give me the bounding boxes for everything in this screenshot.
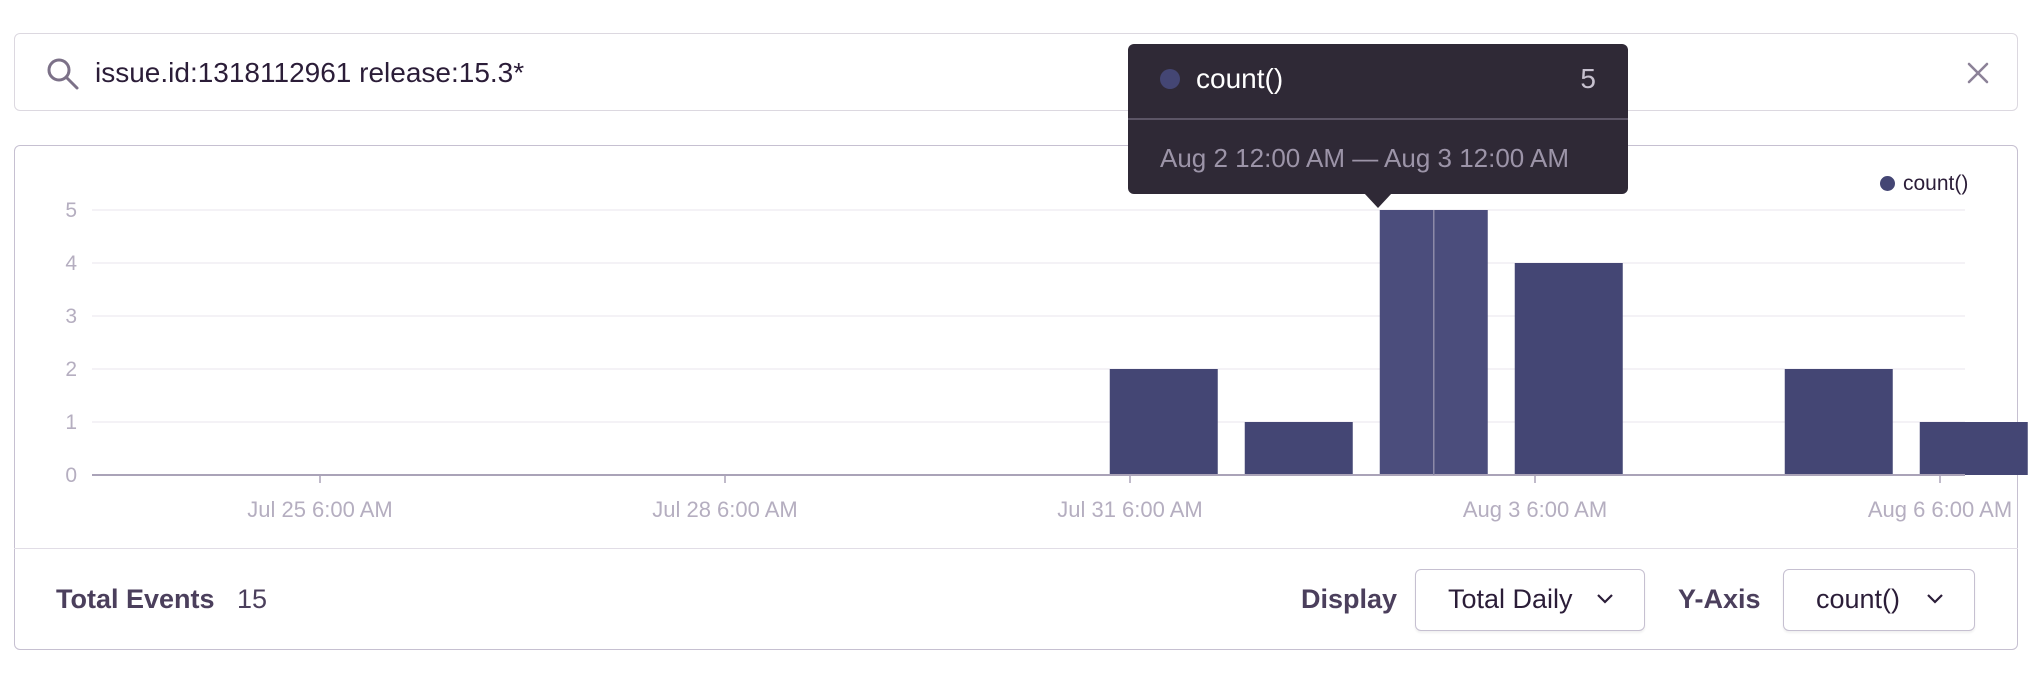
chart-bar xyxy=(1784,369,1893,475)
display-dropdown-value: Total Daily xyxy=(1448,584,1573,614)
x-tick-label: Aug 6 6:00 AM xyxy=(1868,497,2012,522)
total-events-value: 15 xyxy=(237,584,268,614)
chevron-down-icon xyxy=(1597,594,1613,604)
y-axis-dropdown[interactable]: count() xyxy=(1783,569,1975,631)
legend-dot-icon xyxy=(1880,176,1895,191)
display-dropdown[interactable]: Total Daily xyxy=(1415,569,1645,631)
tooltip-divider xyxy=(1128,118,1628,120)
y-tick-label: 5 xyxy=(65,199,77,222)
y-axis-dropdown-value: count() xyxy=(1816,584,1901,614)
chart-footer: Total Events 15 Display Total Daily Y-Ax… xyxy=(14,548,2018,650)
display-label: Display xyxy=(1301,584,1398,614)
y-tick-label: 2 xyxy=(65,358,77,381)
x-tick-label: Jul 25 6:00 AM xyxy=(247,497,393,522)
y-tick-label: 3 xyxy=(65,305,77,328)
legend-label: count() xyxy=(1903,172,1969,195)
chart-bar xyxy=(1109,369,1218,475)
y-tick-label: 4 xyxy=(65,252,77,275)
tooltip-date-range: Aug 2 12:00 AM — Aug 3 12:00 AM xyxy=(1160,143,1570,173)
total-events-label: Total Events xyxy=(56,584,215,614)
tooltip-series-name: count() xyxy=(1196,63,1284,94)
x-tick-label: Aug 3 6:00 AM xyxy=(1463,497,1607,522)
events-bar-chart: 0 1 2 3 4 5 Jul 25 6:00 AM Jul 28 6:00 AM Jul 31… xyxy=(65,199,2028,522)
search-query-text[interactable]: issue.id:1318112961 release:15.3* xyxy=(95,57,525,88)
search-bar[interactable]: issue.id:1318112961 release:15.3* xyxy=(14,33,2018,111)
y-axis-label: Y-Axis xyxy=(1678,584,1761,614)
chart-bar xyxy=(1244,422,1353,475)
chart-legend[interactable]: count() xyxy=(1880,170,1968,198)
x-tick-label: Jul 28 6:00 AM xyxy=(652,497,798,522)
tooltip-arrow xyxy=(1364,193,1392,208)
y-tick-label: 0 xyxy=(65,464,77,487)
chart-panel xyxy=(14,145,2018,650)
tooltip-series-dot-icon xyxy=(1160,69,1180,89)
search-icon xyxy=(47,58,79,90)
x-tick-label: Jul 31 6:00 AM xyxy=(1057,497,1203,522)
chart-tooltip: count() 5 Aug 2 12:00 AM — Aug 3 12:00 A… xyxy=(1128,44,1628,194)
y-tick-label: 1 xyxy=(65,411,77,434)
close-icon[interactable] xyxy=(1961,56,1995,90)
chevron-down-icon xyxy=(1927,594,1943,604)
chart-bar xyxy=(1919,422,2028,475)
tooltip-series-value: 5 xyxy=(1580,63,1596,94)
chart-bar xyxy=(1514,263,1623,475)
